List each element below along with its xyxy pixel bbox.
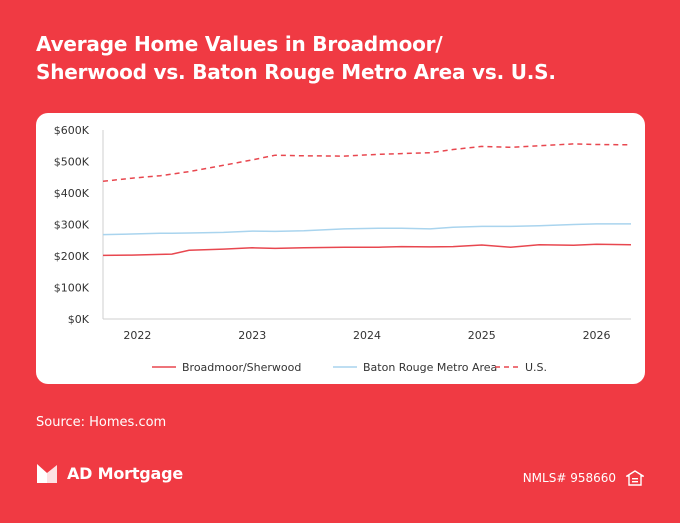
chart-title: Average Home Values in Broadmoor/ Sherwo… xyxy=(36,30,636,86)
x-tick-label: 2025 xyxy=(468,329,496,342)
nmls-info: NMLS# 958660 xyxy=(523,470,644,486)
y-tick-label: $100K xyxy=(54,282,90,295)
brand-logo: AD Mortgage xyxy=(36,462,183,484)
series-line-0 xyxy=(102,243,632,257)
nmls-number: NMLS# 958660 xyxy=(522,471,616,485)
source-note: Source: Homes.com xyxy=(36,415,167,430)
y-tick-label: $600K xyxy=(54,124,90,137)
brand-name: AD Mortgage xyxy=(67,463,184,483)
y-tick-label: $0K xyxy=(68,313,90,326)
legend-label-1: Baton Rouge Metro Area xyxy=(363,361,497,374)
equal-housing-opportunity-icon xyxy=(626,470,644,486)
legend-label-0: Broadmoor/Sherwood xyxy=(182,361,301,374)
title-line-1: Average Home Values in Broadmoor/ xyxy=(36,32,443,56)
line-chart: $0K $100K $200K $300K $400K $500K $600K 2022 202… xyxy=(54,124,632,374)
x-tick-label: 2026 xyxy=(583,329,611,342)
title-line-2: Sherwood vs. Baton Rouge Metro Area vs. … xyxy=(36,60,556,84)
chart-card: $0K $100K $200K $300K $400K $500K $600K 2022 202… xyxy=(36,113,645,384)
legend-label-2: U.S. xyxy=(525,361,547,374)
y-tick-label: $400K xyxy=(54,187,90,200)
y-tick-label: $300K xyxy=(54,219,90,232)
x-tick-label: 2024 xyxy=(353,329,381,342)
x-tick-label: 2023 xyxy=(238,329,266,342)
x-tick-label: 2022 xyxy=(123,329,151,342)
ad-mortgage-logo-icon xyxy=(37,464,57,483)
series-line-2 xyxy=(102,143,632,183)
series-line-1 xyxy=(102,223,631,236)
y-tick-label: $500K xyxy=(54,156,90,169)
y-tick-label: $200K xyxy=(54,250,90,263)
